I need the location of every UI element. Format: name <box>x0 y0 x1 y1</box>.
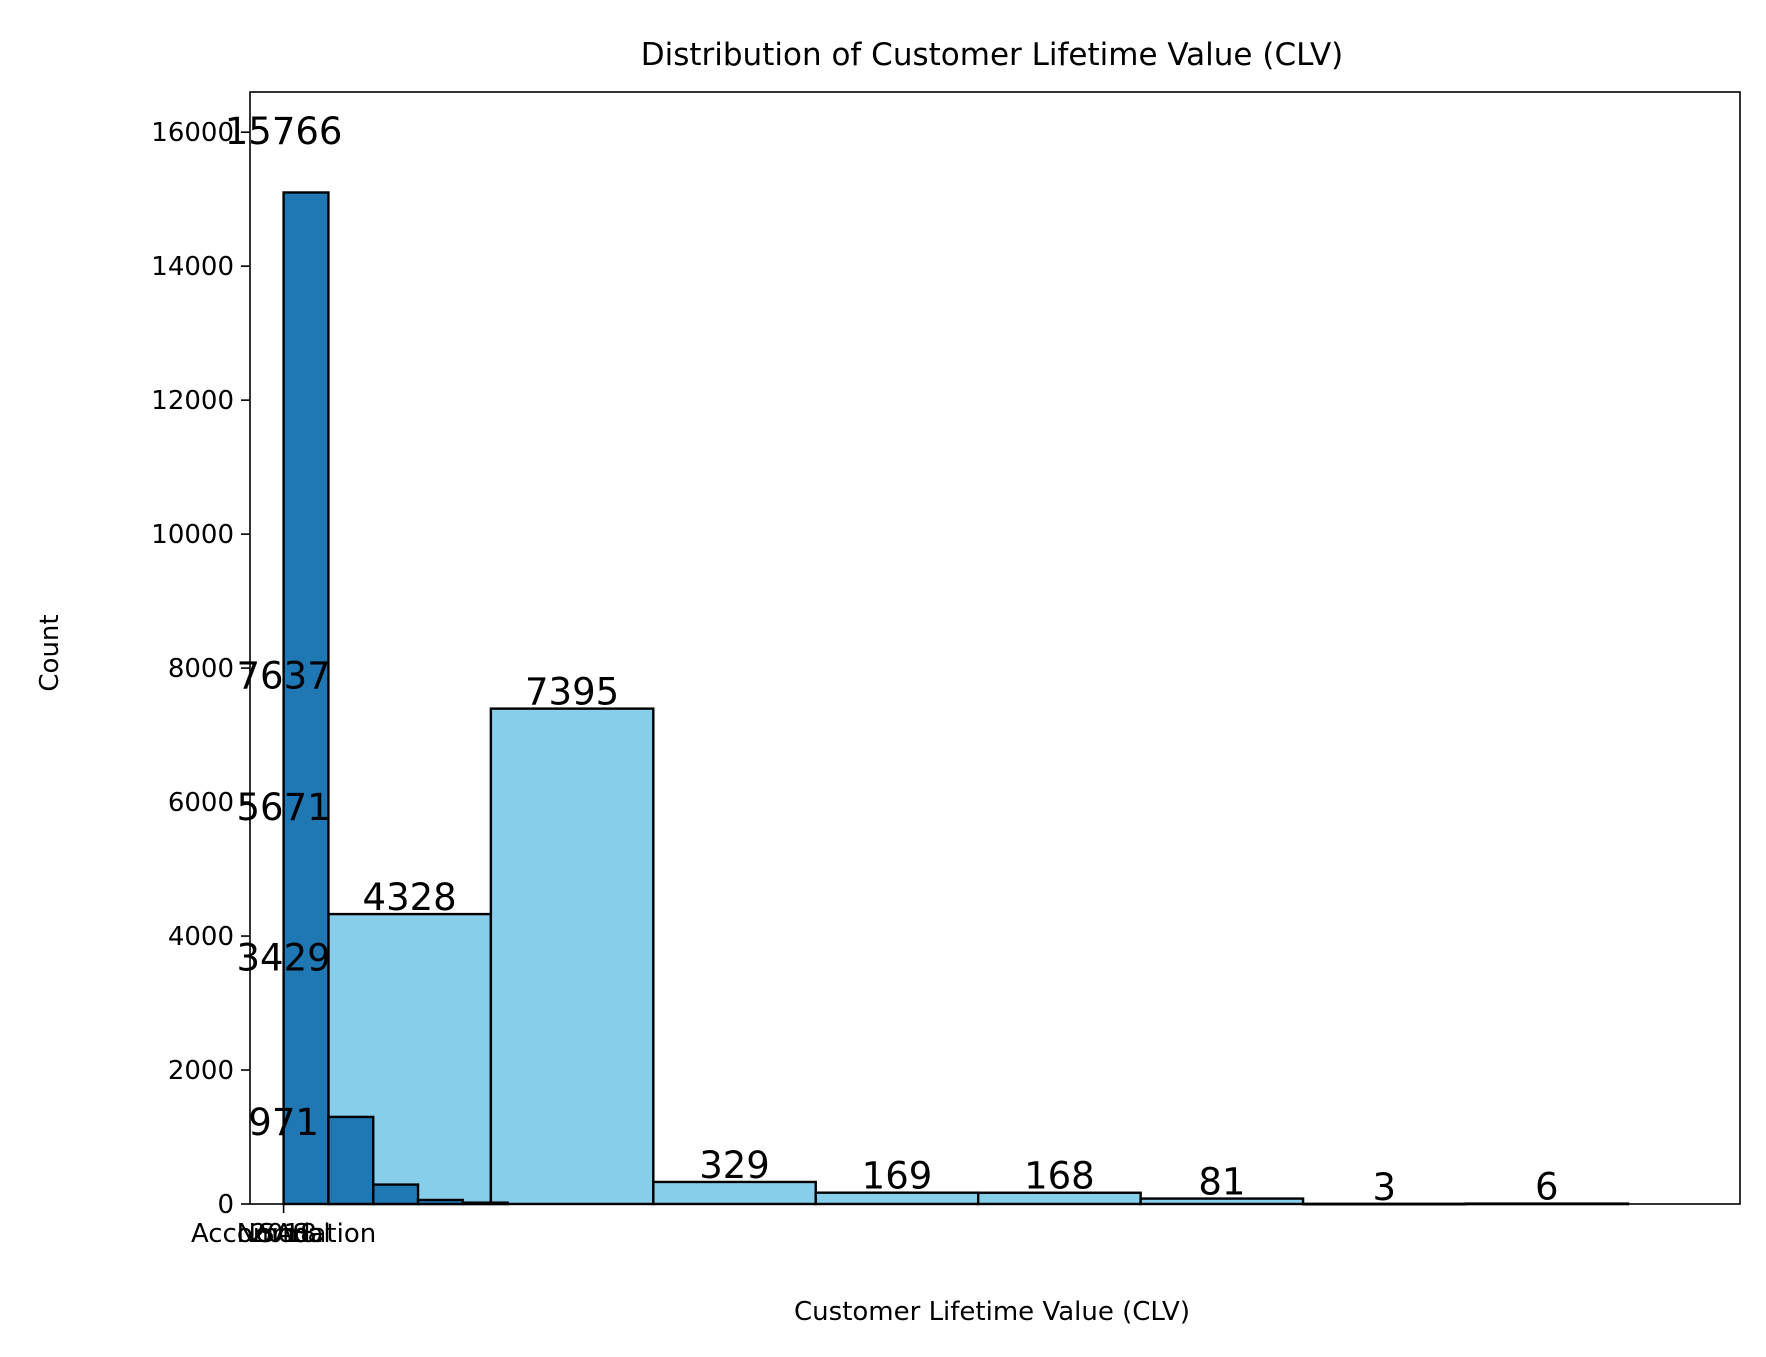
y-tick-label-6: 12000 <box>151 386 234 416</box>
y-tick-label-2: 4000 <box>168 922 234 952</box>
x-tick-label-3: Accomodation <box>191 1219 376 1249</box>
y-tick-label-8: 16000 <box>151 118 234 148</box>
chart-title: Distribution of Customer Lifetime Value … <box>641 37 1344 73</box>
data-label-10: 81 <box>1198 1161 1245 1204</box>
data-label-6: 7395 <box>525 671 619 714</box>
data-label-11: 3 <box>1373 1166 1397 1209</box>
y-axis: 0 2000 4000 6000 8000 10000 12000 14000 16000 <box>151 118 250 1220</box>
data-label-8: 169 <box>862 1155 933 1198</box>
data-label-2: 5671 <box>237 786 331 829</box>
data-label-5: 4328 <box>363 876 457 919</box>
y-tick-label-3: 6000 <box>168 788 234 818</box>
y-tick-label-5: 10000 <box>151 520 234 550</box>
x-tick-label-0: 2018 <box>251 1219 317 1249</box>
data-label-0: 15766 <box>225 110 343 153</box>
data-labels: 15766 7637 5671 3429 971 4328 7395 329 169 168 81 3… <box>225 110 1559 1209</box>
dark-bars <box>282 191 509 1206</box>
data-label-12: 6 <box>1535 1166 1559 1209</box>
data-label-3: 3429 <box>237 936 331 979</box>
light-bars <box>327 707 1630 1206</box>
y-tick-label-4: 8000 <box>168 654 234 684</box>
y-tick-label-7: 14000 <box>151 252 234 282</box>
data-label-7: 329 <box>699 1144 770 1187</box>
dark-bar-2 <box>372 1183 420 1206</box>
light-bar-1 <box>489 707 655 1206</box>
x-tick-label-2: Normal <box>237 1219 331 1249</box>
x-axis-label: Customer Lifetime Value (CLV) <box>794 1297 1190 1327</box>
dark-bar-0 <box>282 191 330 1206</box>
data-label-4: 971 <box>248 1101 319 1144</box>
y-tick-label-0: 0 <box>217 1190 234 1220</box>
y-axis-label: Count <box>35 614 65 691</box>
data-label-9: 168 <box>1024 1155 1095 1198</box>
x-tick-label-1: SAS <box>258 1219 309 1249</box>
y-tick-label-1: 2000 <box>168 1056 234 1086</box>
data-label-1: 7637 <box>237 654 331 697</box>
plot-frame <box>249 91 1741 1205</box>
dark-bar-1 <box>327 1115 375 1206</box>
